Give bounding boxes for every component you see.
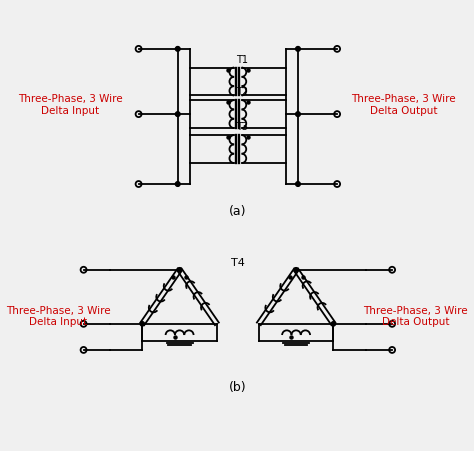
Circle shape bbox=[175, 46, 180, 51]
Text: Three-Phase, 3 Wire
Delta Input: Three-Phase, 3 Wire Delta Input bbox=[6, 306, 111, 327]
Circle shape bbox=[177, 267, 182, 272]
Circle shape bbox=[175, 112, 180, 116]
Text: Three-Phase, 3 Wire
Delta Output: Three-Phase, 3 Wire Delta Output bbox=[363, 306, 468, 327]
Circle shape bbox=[331, 322, 336, 326]
Circle shape bbox=[296, 112, 301, 116]
Text: Three-Phase, 3 Wire
Delta Input: Three-Phase, 3 Wire Delta Input bbox=[18, 94, 123, 115]
Text: (a): (a) bbox=[228, 206, 246, 218]
Text: T4: T4 bbox=[231, 258, 245, 268]
Text: T3: T3 bbox=[237, 122, 248, 132]
Text: (b): (b) bbox=[228, 381, 246, 394]
Text: T1: T1 bbox=[237, 55, 248, 64]
Text: Three-Phase, 3 Wire
Delta Output: Three-Phase, 3 Wire Delta Output bbox=[351, 94, 456, 115]
Circle shape bbox=[175, 182, 180, 186]
Circle shape bbox=[296, 46, 301, 51]
Circle shape bbox=[140, 322, 145, 326]
Circle shape bbox=[294, 267, 298, 272]
Text: T2: T2 bbox=[237, 87, 248, 97]
Circle shape bbox=[296, 182, 301, 186]
